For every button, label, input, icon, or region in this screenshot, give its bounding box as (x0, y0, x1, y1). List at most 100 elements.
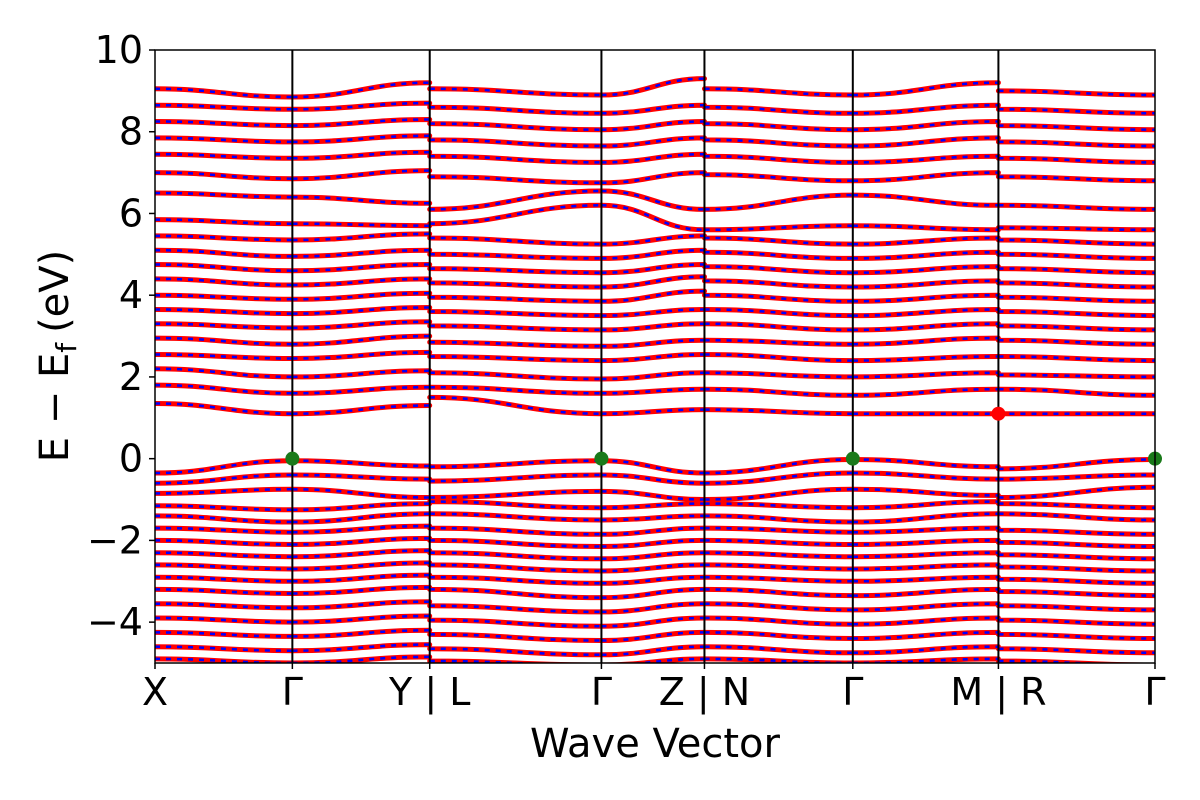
y-tick-label-2: 0 (119, 437, 143, 481)
band-6 (155, 523, 1155, 537)
x-tick-label-4: Z | N (659, 670, 750, 715)
band-6-spin-down-line (155, 524, 1155, 536)
y-tick-label-0: −4 (87, 600, 143, 644)
x-tick-label-6: M | R (950, 670, 1046, 715)
band-2-spin-down-line (155, 471, 1155, 485)
x-tick-label-1: Γ (282, 670, 303, 714)
band-17 (155, 394, 1155, 417)
y-tick-label-5: 6 (119, 191, 143, 235)
band-34 (155, 117, 1155, 133)
band-32-spin-down-line (155, 150, 1155, 164)
band-22 (155, 319, 1155, 333)
band-11 (155, 584, 1155, 601)
band-14-spin-down-line (155, 629, 1155, 642)
band-32 (155, 149, 1155, 165)
x-tick-label-7: Γ (1144, 670, 1165, 714)
band-16 (155, 654, 1155, 663)
band-28 (155, 231, 1155, 247)
band-18 (155, 382, 1155, 398)
vbm-marker-1 (285, 451, 300, 466)
band-29 (155, 202, 1155, 233)
x-axis-ticks: X Γ Y | L Γ Z | N Γ M | R Γ (142, 663, 1166, 715)
band-36 (155, 76, 1155, 100)
band-5 (155, 511, 1155, 525)
band-15-spin-down-line (155, 643, 1155, 657)
band-25 (155, 274, 1155, 290)
band-1 (155, 457, 1155, 476)
band-31-spin-down-line (155, 169, 1155, 185)
y-axis-ticks: −4 −2 0 2 4 6 8 10 (87, 28, 155, 644)
band-15 (155, 642, 1155, 658)
x-tick-label-3: Γ (591, 670, 612, 714)
band-23 (155, 305, 1155, 319)
band-27-spin-down-line (155, 248, 1155, 260)
band-8-spin-down-line (155, 549, 1155, 561)
vbm-marker-3 (845, 451, 860, 466)
band-27 (155, 247, 1155, 261)
band-19 (155, 366, 1155, 382)
band-17-spin-down-line (155, 396, 1155, 415)
band-24-spin-down-line (155, 289, 1155, 303)
band-8 (155, 548, 1155, 562)
vbm-marker-2 (594, 451, 609, 466)
y-axis-title-subscript: f (50, 342, 83, 353)
band-10-spin-down-line (155, 573, 1155, 585)
band-36-spin-down-line (155, 77, 1155, 99)
band-30 (155, 188, 1155, 212)
y-tick-label-7: 10 (95, 28, 143, 72)
band-23-spin-down-line (155, 306, 1155, 317)
band-35-spin-down-line (155, 101, 1155, 115)
band-13 (155, 613, 1155, 629)
band-22-spin-down-line (155, 320, 1155, 332)
band-2 (155, 470, 1155, 486)
y-axis-title-main: E − E (32, 353, 78, 463)
band-9-spin-down-line (155, 561, 1155, 573)
band-24 (155, 288, 1155, 304)
band-21-spin-down-line (155, 334, 1155, 348)
band-25-spin-down-line (155, 275, 1155, 289)
band-21 (155, 333, 1155, 349)
x-tick-label-0: X (142, 670, 168, 714)
band-20-spin-down-line (155, 351, 1155, 362)
band-11-spin-down-line (155, 586, 1155, 599)
band-12 (155, 599, 1155, 615)
band-26-spin-down-line (155, 263, 1155, 274)
band-29-spin-down-line (155, 204, 1155, 232)
x-axis-title: Wave Vector (530, 721, 781, 767)
band-12-spin-down-line (155, 600, 1155, 614)
band-3 (155, 484, 1155, 502)
band-30-spin-down-line (155, 189, 1155, 211)
x-tick-label-2: Y | L (388, 670, 470, 715)
band-9 (155, 560, 1155, 574)
band-1-spin-down-line (155, 458, 1155, 475)
band-18-spin-down-line (155, 383, 1155, 397)
high-symmetry-lines (291, 50, 1000, 663)
y-tick-label-4: 4 (119, 273, 143, 317)
y-tick-label-1: −2 (87, 518, 143, 562)
band-28-spin-down-line (155, 232, 1155, 246)
band-7-spin-down-line (155, 537, 1155, 548)
band-5-spin-down-line (155, 512, 1155, 524)
band-35 (155, 100, 1155, 116)
band-10 (155, 572, 1155, 586)
y-axis-title-unit: (eV) (32, 250, 78, 333)
band-14 (155, 627, 1155, 643)
y-axis-title: E − Ef (eV) (32, 250, 83, 463)
cbm-marker-1 (991, 406, 1006, 421)
band-4 (155, 499, 1155, 513)
band-33 (155, 133, 1155, 149)
band-26 (155, 262, 1155, 276)
band-3-spin-down-line (155, 486, 1155, 501)
band-4-spin-down-line (155, 500, 1155, 512)
y-tick-label-3: 2 (119, 355, 143, 399)
band-13-spin-down-line (155, 614, 1155, 628)
band-31 (155, 168, 1155, 186)
x-tick-label-5: Γ (842, 670, 863, 714)
y-tick-label-6: 8 (119, 110, 143, 154)
bands-layer (155, 76, 1155, 663)
band-33-spin-down-line (155, 134, 1155, 148)
band-16-spin-down-line (155, 655, 1108, 663)
band-19-spin-down-line (155, 367, 1155, 381)
